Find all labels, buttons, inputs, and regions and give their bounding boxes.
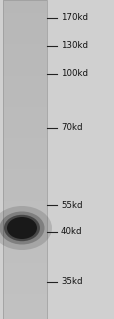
- Bar: [3, 0, 47, 319]
- Text: 130kd: 130kd: [60, 41, 87, 50]
- Text: 40kd: 40kd: [60, 227, 82, 236]
- Text: 70kd: 70kd: [60, 123, 82, 132]
- Ellipse shape: [0, 206, 52, 250]
- Text: 170kd: 170kd: [60, 13, 87, 23]
- Ellipse shape: [0, 211, 44, 244]
- Text: 55kd: 55kd: [60, 201, 82, 210]
- Ellipse shape: [7, 217, 37, 239]
- Text: 35kd: 35kd: [60, 278, 82, 286]
- Ellipse shape: [4, 215, 40, 241]
- Text: 100kd: 100kd: [60, 70, 87, 78]
